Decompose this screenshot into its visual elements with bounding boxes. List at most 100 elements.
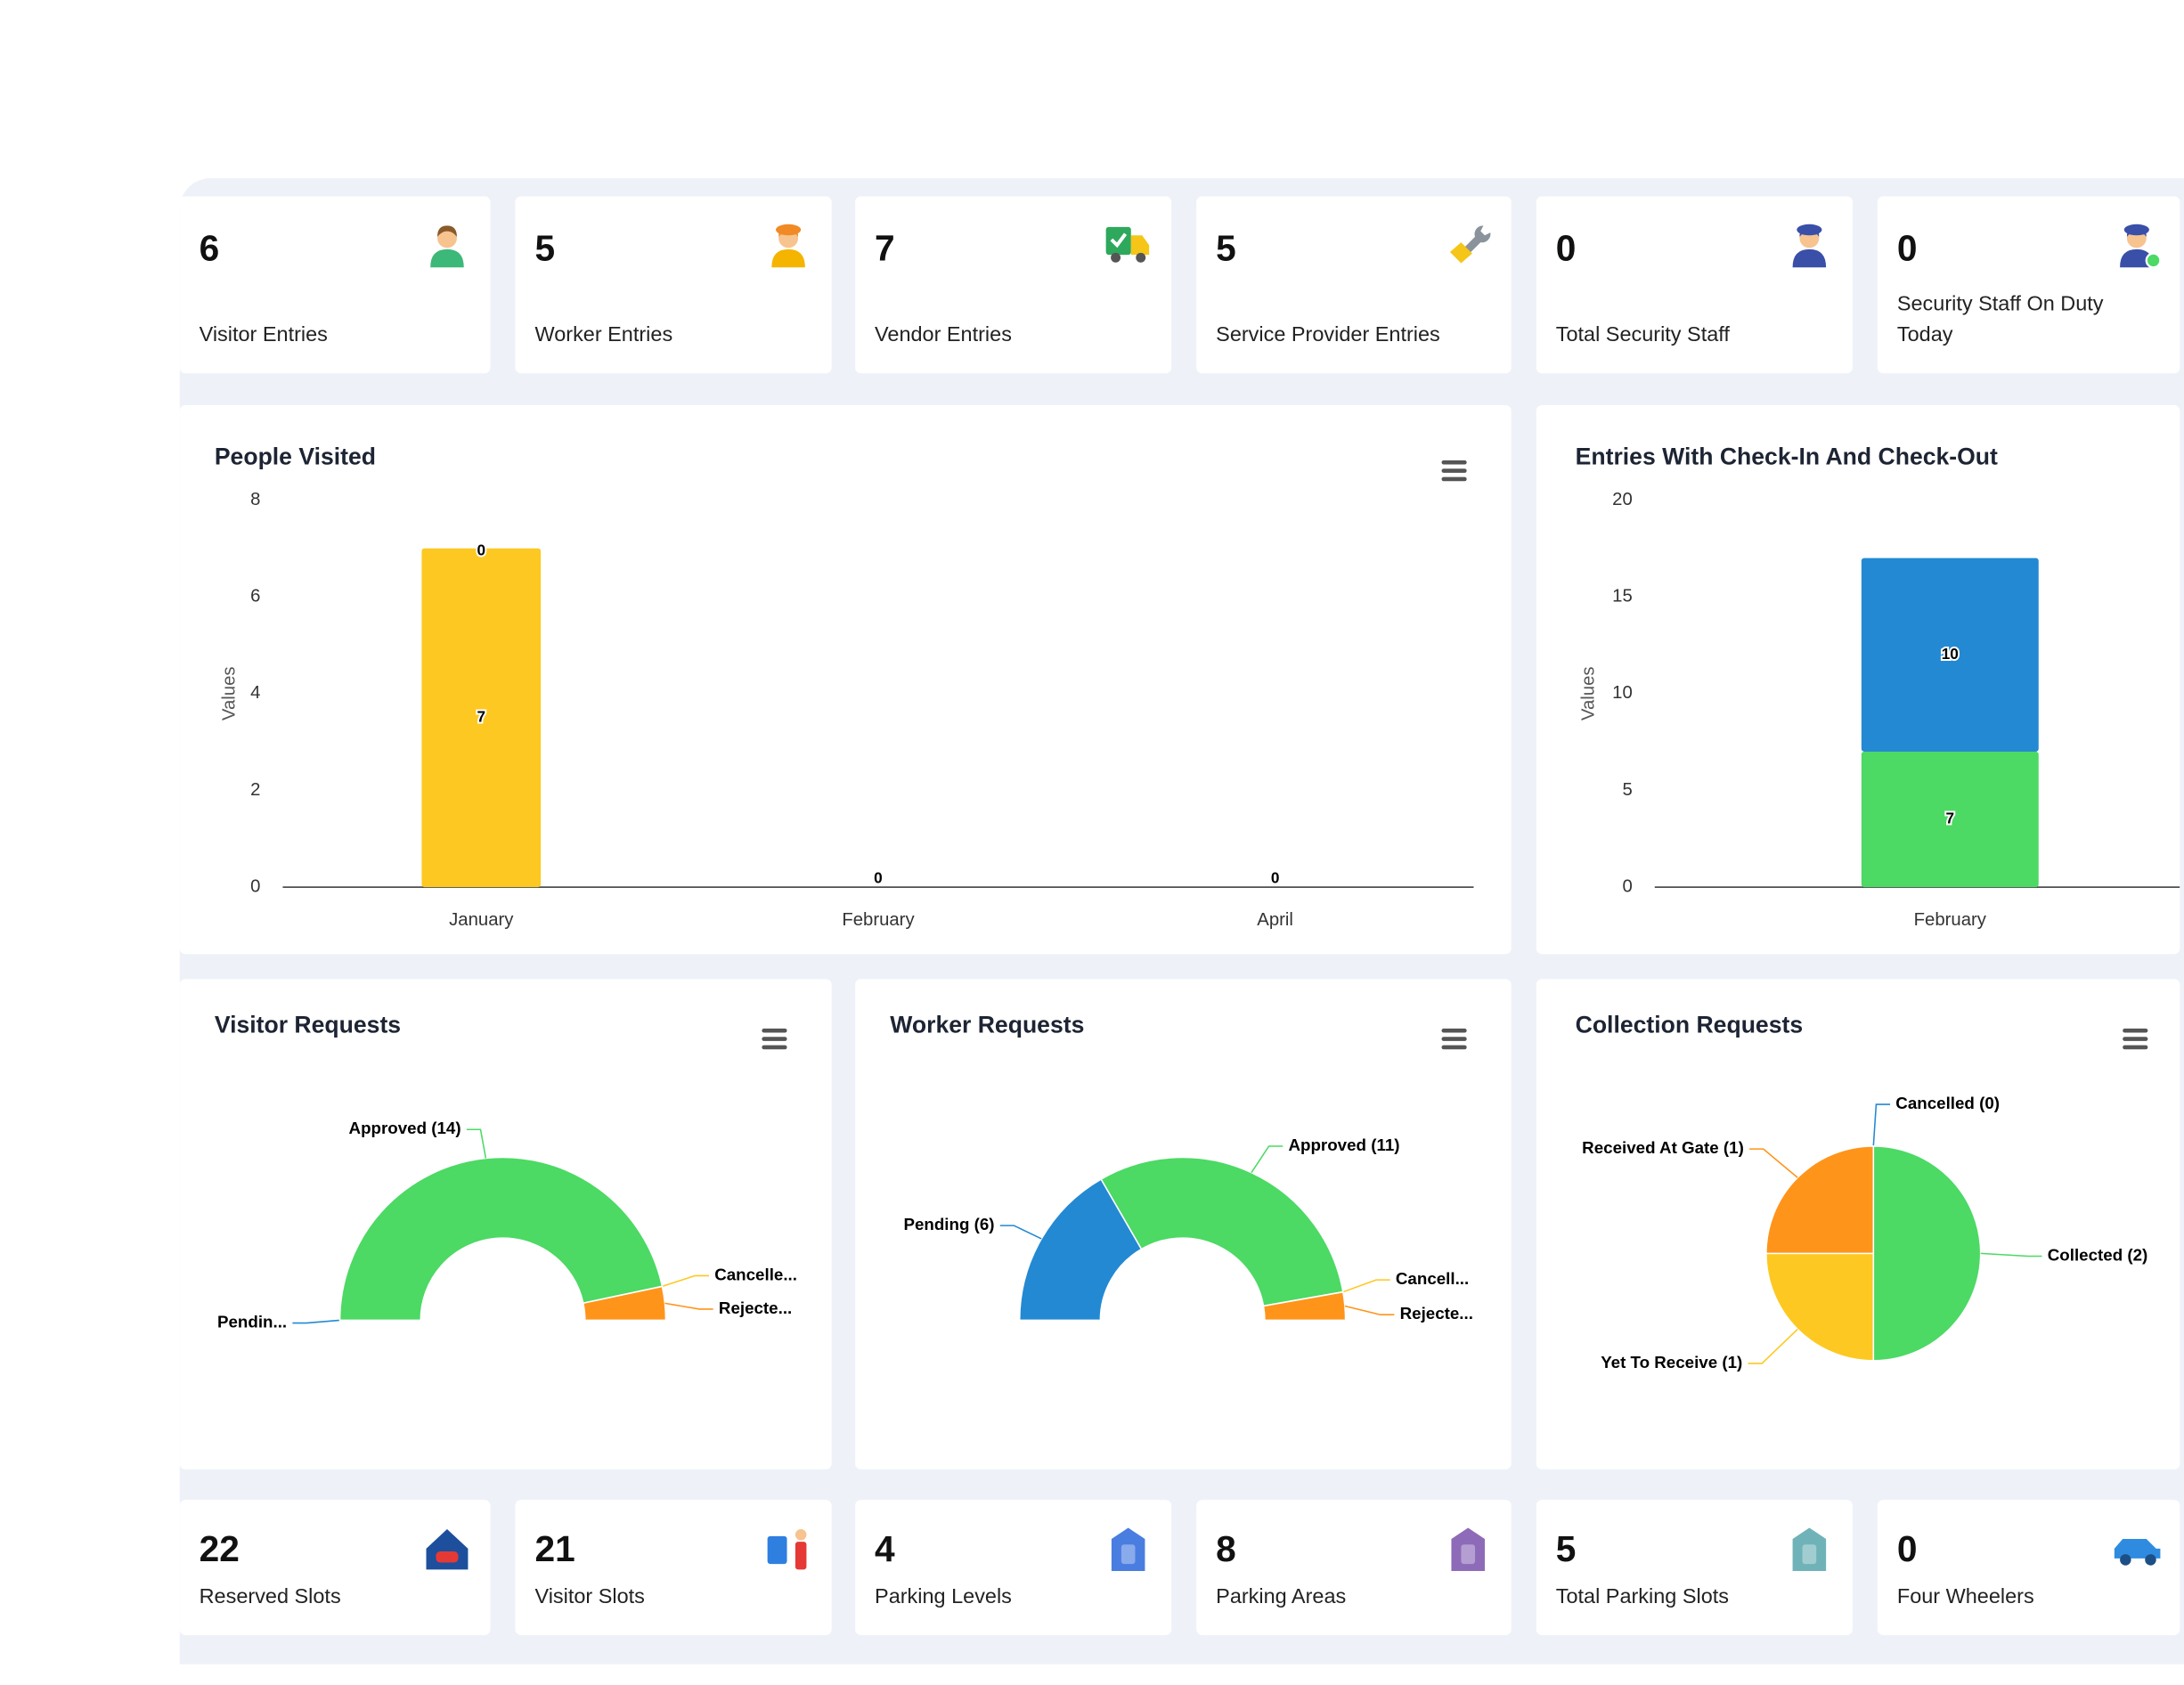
y-tick-label: 8 [250,490,260,509]
icon-status [2145,252,2162,269]
label-connector [292,1319,340,1324]
card-icon [426,1529,469,1570]
chart-title: Entries With Check-In And Check-Out [1576,443,1998,469]
card-value: 5 [1216,226,1236,269]
y-axis-title: Values [219,666,239,720]
stat-card: 7 Vendor Entries [855,196,1172,374]
card-value: 7 [875,226,895,269]
card-value: 8 [1216,1527,1236,1570]
bar-segment [1861,751,2039,888]
label-connector [1344,1305,1395,1315]
icon-body [771,248,805,268]
slice [1872,1145,1982,1362]
y-tick-label: 10 [1612,683,1633,703]
bar-segment [1861,558,2039,752]
y-tick-label: 20 [1612,490,1633,509]
x-tick-label: February [1914,910,1987,930]
chart-menu-button[interactable] [2123,1028,2148,1050]
slice-label: Received At Gate (1) [1582,1138,1744,1157]
chart-panel: People Visited 0 2 4 6 8 Values January 7 0 Februa… [179,405,1512,955]
label-connector [1342,1279,1390,1293]
chart-menu-button[interactable] [1441,460,1467,482]
y-tick-label: 15 [1612,586,1633,606]
icon-wheel [2145,1554,2156,1566]
menu-line [2123,1028,2148,1033]
slice-label: Cancelled (0) [1895,1094,2000,1112]
menu-line [1441,460,1467,465]
y-tick-label: 2 [250,780,260,800]
icon-wrench [1461,225,1491,256]
chart-panel: Worker Requests Pending (6) Approved (11) C… [855,979,1512,1469]
icon-cap [2123,224,2149,236]
card-icon [771,224,805,268]
card-label: Service Provider Entries [1216,322,1440,347]
menu-line [762,1028,787,1033]
chart-title: Collection Requests [1576,1012,1803,1038]
icon-parking-sign [1461,1544,1476,1565]
chart-title: People Visited [215,443,376,469]
card-icon [2120,224,2162,269]
chart-title: Worker Requests [890,1012,1084,1038]
menu-line [1441,1037,1467,1041]
card-icon [1792,224,1827,268]
slice-label: Approved (14) [349,1119,461,1137]
card-label: Worker Entries [534,322,673,347]
slice-label: Rejecte... [719,1298,792,1317]
slice [582,1285,667,1322]
data-label: 7 [477,707,486,725]
icon-body [1792,248,1827,268]
icon-body [795,1542,807,1570]
card-value: 4 [875,1527,895,1570]
icon-car [2114,1538,2161,1559]
chart-panel: Visitor Requests Pendin... Approved (14) Ca… [179,979,832,1469]
slice-label: Pendin... [217,1313,287,1331]
menu-line [1441,1028,1467,1033]
icon-head [437,228,457,248]
y-tick-label: 0 [250,877,260,897]
menu-line [1441,468,1467,473]
card-label: Parking Levels [875,1584,1012,1609]
card-icon [1449,225,1491,264]
menu-line [1441,1045,1467,1050]
data-label: 10 [1942,645,1959,663]
chart-panel: Entries With Check-In And Check-Out 0 5 10 1… [1536,405,2180,955]
icon-slot [767,1535,787,1565]
chart: Visitor Requests Pendin... Approved (14) Ca… [215,1012,797,1331]
card-value: 0 [1555,226,1577,269]
chart-panel: Collection Requests Cancelled (0) Collecte… [1536,979,2180,1469]
chart-menu-button[interactable] [762,1028,787,1050]
chart: Entries With Check-In And Check-Out 0 5 10 1… [1576,443,2180,930]
menu-line [762,1045,787,1050]
y-tick-label: 6 [250,586,260,606]
label-connector [466,1128,487,1159]
chart: Worker Requests Pending (6) Approved (11) C… [890,1012,1473,1323]
icon-cap [1797,224,1822,236]
icon-wheel [1136,252,1146,263]
card-icon [1451,1527,1485,1571]
slice-label: Rejecte... [1400,1304,1473,1323]
icon-house [426,1529,469,1570]
icon-parking [1451,1527,1485,1571]
card-icon [767,1529,807,1570]
data-label: 7 [1946,810,1955,827]
label-connector [1251,1145,1284,1174]
slice [1100,1156,1344,1307]
stat-card: 5 Worker Entries [515,196,832,374]
card-value: 0 [1896,226,1918,269]
menu-line [2123,1045,2148,1050]
card-label: Parking Areas [1216,1584,1347,1609]
icon-hair [437,225,457,237]
menu-line [1441,476,1467,482]
stat-card: 5 Total Parking Slots [1536,1500,1853,1635]
icon-check [1110,232,1128,248]
chart-menu-button[interactable] [1441,1028,1467,1050]
y-tick-label: 0 [1622,877,1632,897]
label-connector [1749,1148,1798,1178]
label-connector [662,1274,709,1288]
data-label: 0 [874,868,883,886]
slice [1262,1290,1347,1322]
card-icon [2114,1538,2161,1566]
chart: Collection Requests Cancelled (0) Collecte… [1576,1012,2148,1372]
label-connector [1980,1252,2042,1258]
